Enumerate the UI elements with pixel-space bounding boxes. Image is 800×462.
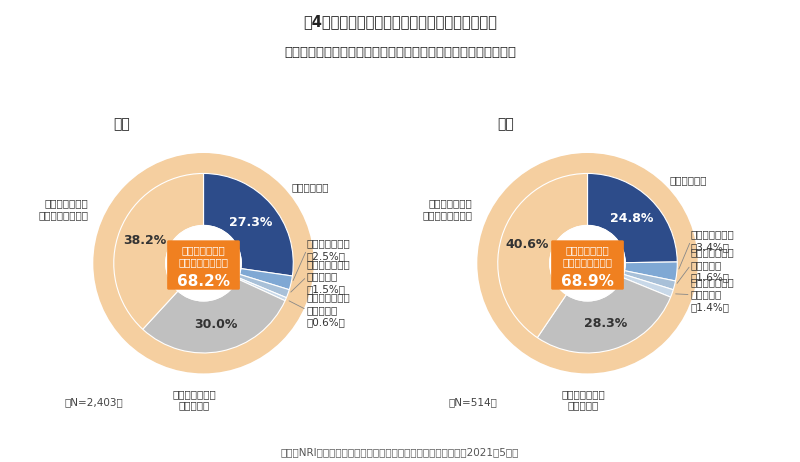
Wedge shape: [498, 173, 587, 338]
Wedge shape: [238, 274, 290, 298]
Circle shape: [94, 154, 313, 373]
FancyBboxPatch shape: [167, 240, 240, 290]
Text: 68.2%: 68.2%: [177, 274, 230, 289]
Text: （N=514）: （N=514）: [448, 397, 498, 407]
Text: 休業支援金なし
（不支給）
（1.4%）: 休業支援金なし （不支給） （1.4%）: [690, 277, 734, 312]
Text: 休業手当あり: 休業手当あり: [292, 182, 329, 192]
Text: 休業手当なし・: 休業手当なし・: [566, 246, 610, 255]
Wedge shape: [142, 279, 285, 353]
Text: 休業支援金なし
（不支給）
（0.6%）: 休業支援金なし （不支給） （0.6%）: [306, 292, 350, 327]
Circle shape: [478, 154, 697, 373]
Wedge shape: [587, 173, 678, 263]
Text: 【新型コロナ以降シフト減が続くパート・アルバイト、男女別】: 【新型コロナ以降シフト減が続くパート・アルバイト、男女別】: [284, 46, 516, 59]
Text: 休業支援金なし
（未申請）: 休業支援金なし （未申請）: [173, 389, 217, 410]
Text: 68.9%: 68.9%: [561, 274, 614, 289]
Wedge shape: [114, 173, 203, 329]
Text: 休業支援金あり
（3.4%）: 休業支援金あり （3.4%）: [690, 230, 734, 252]
Wedge shape: [203, 173, 294, 276]
Wedge shape: [622, 274, 674, 297]
Wedge shape: [238, 278, 286, 301]
Wedge shape: [625, 262, 678, 281]
Text: 休業手当あり: 休業手当あり: [670, 175, 707, 185]
Circle shape: [166, 225, 242, 301]
Text: 28.3%: 28.3%: [584, 317, 627, 330]
Text: 休業支援金未申請: 休業支援金未申請: [178, 257, 229, 267]
Text: 40.6%: 40.6%: [506, 238, 549, 251]
Circle shape: [550, 225, 626, 301]
Text: 休業支援金あり
（2.5%）: 休業支援金あり （2.5%）: [306, 238, 350, 261]
Text: 38.2%: 38.2%: [123, 234, 166, 247]
Wedge shape: [623, 271, 675, 290]
Text: 女性: 女性: [114, 117, 130, 131]
Text: 24.8%: 24.8%: [610, 212, 654, 225]
Text: 休業支援金未申請: 休業支援金未申請: [562, 257, 613, 267]
Text: 27.3%: 27.3%: [230, 216, 273, 229]
Text: 図4：休業手当受け取りと休業支援金申請の状況: 図4：休業手当受け取りと休業支援金申請の状況: [303, 14, 497, 29]
Text: 休業支援金なし
（制度認知なし）: 休業支援金なし （制度認知なし）: [422, 199, 473, 220]
Text: 30.0%: 30.0%: [194, 318, 238, 331]
Text: 出所：NRI「パート・アルバイト就業者の実態に関する調査」（2021年5月）: 出所：NRI「パート・アルバイト就業者の実態に関する調査」（2021年5月）: [281, 447, 519, 457]
Wedge shape: [538, 278, 670, 353]
Text: 休業手当なし・: 休業手当なし・: [182, 246, 226, 255]
Text: 男性: 男性: [498, 117, 514, 131]
FancyBboxPatch shape: [551, 240, 624, 290]
Wedge shape: [239, 268, 292, 290]
Text: 休業支援金なし
（制度認知なし）: 休業支援金なし （制度認知なし）: [38, 199, 89, 220]
Text: 休業支援金なし
（未申請）: 休業支援金なし （未申請）: [561, 389, 605, 410]
Text: （N=2,403）: （N=2,403）: [64, 397, 123, 407]
Text: 休業支援金なし
（申請中）
（1.6%）: 休業支援金なし （申請中） （1.6%）: [690, 248, 734, 282]
Text: 休業支援金なし
（申請中）
（1.5%）: 休業支援金なし （申請中） （1.5%）: [306, 259, 350, 294]
